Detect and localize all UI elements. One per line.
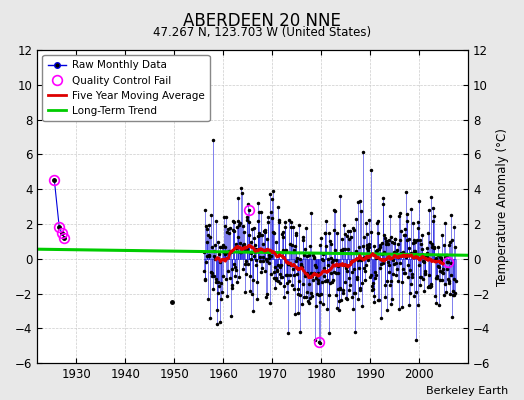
Y-axis label: Temperature Anomaly (°C): Temperature Anomaly (°C) [496,128,509,286]
Text: Berkeley Earth: Berkeley Earth [426,386,508,396]
Legend: Raw Monthly Data, Quality Control Fail, Five Year Moving Average, Long-Term Tren: Raw Monthly Data, Quality Control Fail, … [42,55,210,121]
Text: 47.267 N, 123.703 W (United States): 47.267 N, 123.703 W (United States) [153,26,371,39]
Text: ABERDEEN 20 NNE: ABERDEEN 20 NNE [183,12,341,30]
